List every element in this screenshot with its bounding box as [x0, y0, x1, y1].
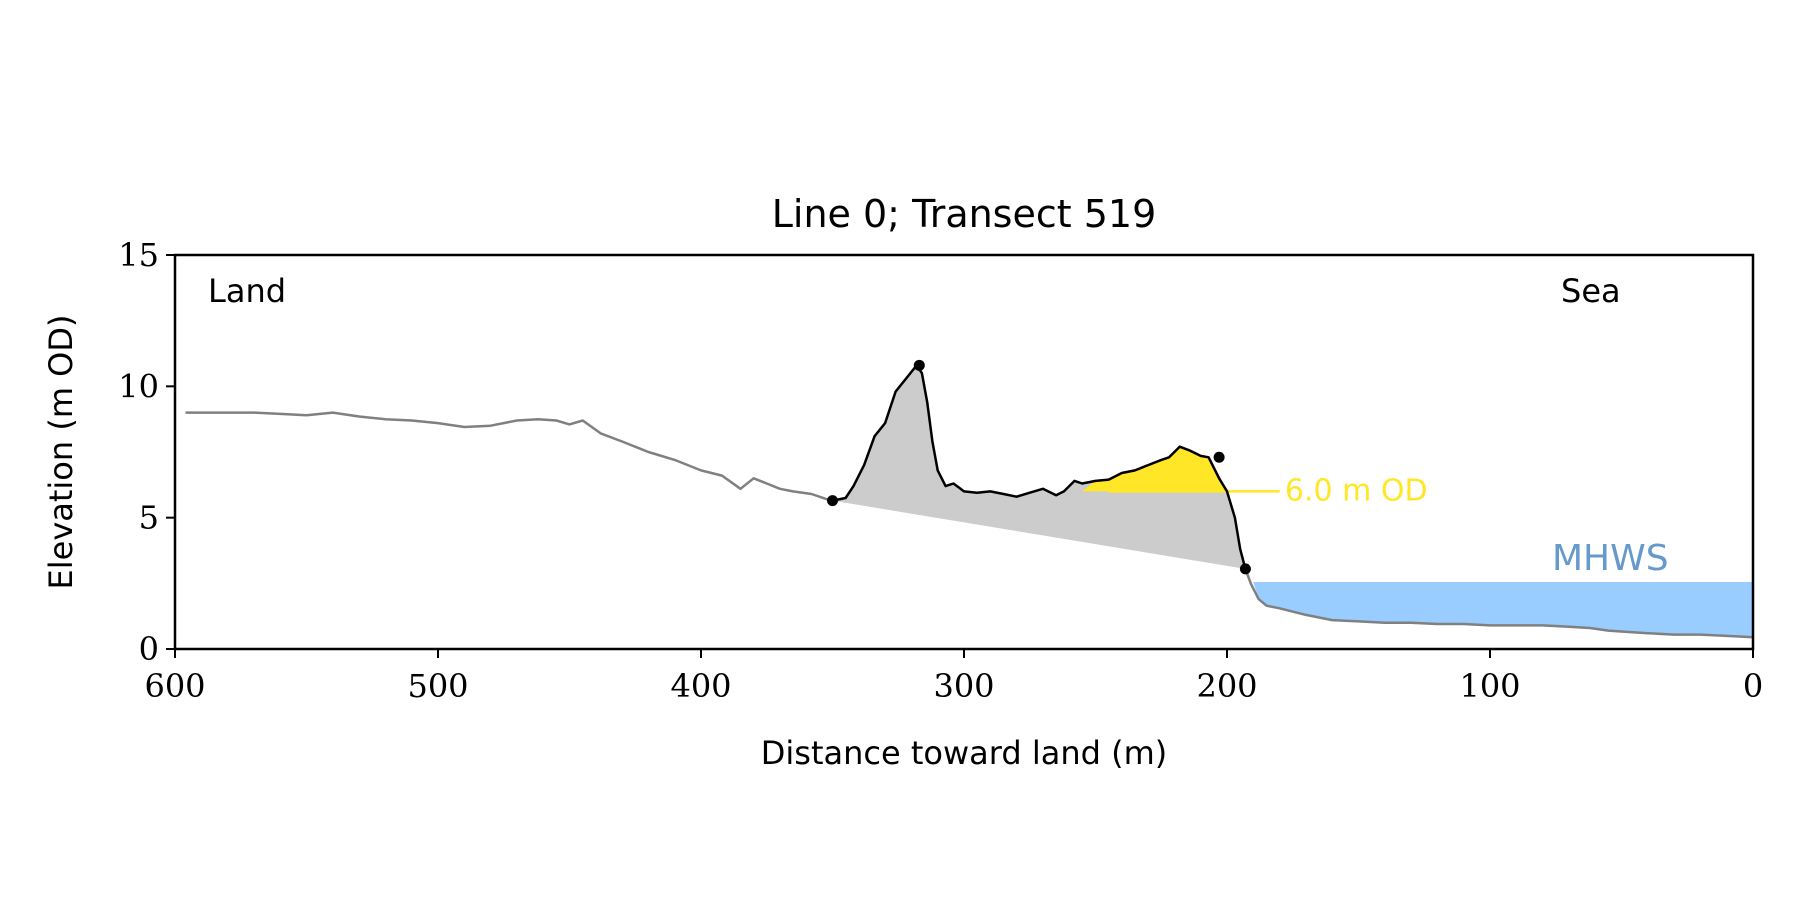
y-tick-label: 15 — [118, 236, 159, 274]
dune-profile-line — [832, 364, 1247, 570]
key-point — [913, 359, 925, 371]
land-label: Land — [208, 272, 286, 310]
x-tick-label: 0 — [1743, 667, 1763, 705]
x-tick-label: 100 — [1459, 667, 1520, 705]
profile-landward-line — [185, 411, 833, 502]
x-tick-label: 600 — [144, 667, 205, 705]
fill-layer — [832, 365, 1753, 638]
od-threshold-label: 6.0 m OD — [1285, 473, 1428, 508]
y-tick-label: 0 — [139, 630, 159, 668]
point-layer — [827, 359, 1251, 575]
dune-volume-fill — [832, 365, 1246, 569]
x-tick-label: 200 — [1196, 667, 1257, 705]
mhws-label: MHWS — [1552, 538, 1669, 579]
tick-layer: 600 500 400 300 200 100 0 0 5 10 15 — [118, 236, 1763, 705]
profile-seaward-line — [1244, 568, 1754, 639]
x-axis-label: Distance toward land (m) — [761, 734, 1167, 772]
od-volume-fill — [1082, 446, 1227, 492]
chart-title: Line 0; Transect 519 — [772, 192, 1157, 236]
y-tick-label: 10 — [118, 367, 159, 405]
x-tick-label: 500 — [407, 667, 468, 705]
line-layer — [185, 364, 1754, 639]
key-point — [827, 495, 838, 507]
key-point — [1239, 563, 1251, 575]
sea-label: Sea — [1561, 272, 1621, 310]
x-tick-label: 400 — [670, 667, 731, 705]
x-tick-label: 300 — [933, 667, 994, 705]
y-tick-label: 5 — [139, 499, 159, 537]
mhws-water-fill — [1253, 582, 1753, 638]
y-axis-label: Elevation (m OD) — [42, 315, 80, 590]
key-point — [1213, 451, 1225, 463]
